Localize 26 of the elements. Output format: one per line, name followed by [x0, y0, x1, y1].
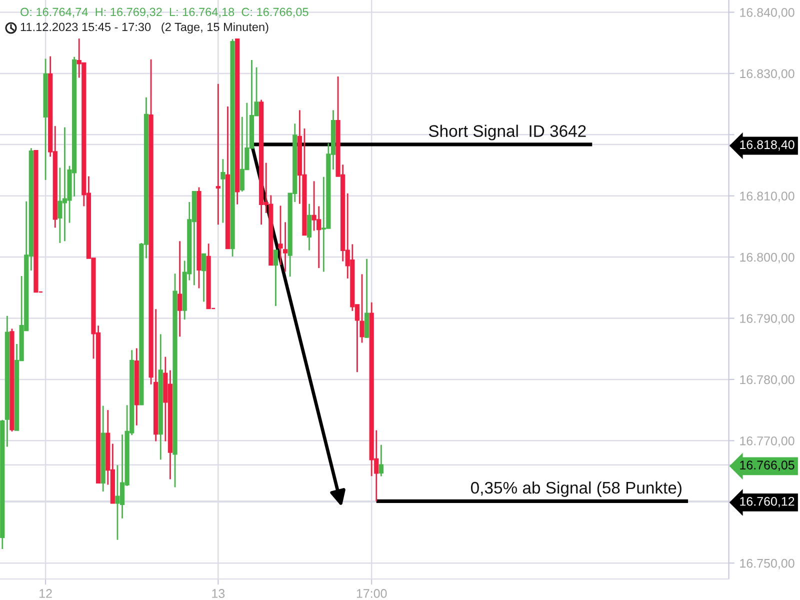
candlestick: [201, 253, 206, 302]
candlestick: [220, 158, 226, 224]
x-tick-label: 13: [212, 589, 225, 598]
candlestick: [216, 83, 220, 226]
y-tick-label: 16.840,00: [740, 8, 794, 18]
candlestick: [273, 249, 278, 307]
y-tick-label: 16.810,00: [740, 192, 794, 202]
text: O: 16.764,74 H: 16.769,32 L: 16.764,18 C: 16.766,05: [20, 8, 308, 18]
candlestick: [306, 203, 312, 252]
y-tick-label: 16.766,05: [740, 460, 794, 471]
text: 11.12.2023 15:45 - 17:30 (2 Tage, 15 Minuten): [20, 22, 268, 34]
y-tick-label: 16.800,00: [740, 252, 794, 264]
y-tick-label: 16.750,00: [740, 558, 794, 570]
candlestick: [378, 444, 384, 477]
y-tick-label: 16.770,00: [740, 436, 794, 447]
y-tick-label: 16.790,00: [740, 314, 794, 324]
candlestick: [364, 258, 370, 339]
x-tick-label: 12: [40, 589, 52, 598]
y-tick-label: 16.830,00: [740, 69, 794, 80]
y-tick-label: 16.780,00: [740, 375, 794, 386]
candlestick: [178, 240, 182, 338]
annotation: 0,35% ab Signal (58 Punkte): [470, 481, 682, 497]
x-tick-label: 17:00: [356, 589, 387, 598]
annotation: Short Signal ID 3642: [428, 124, 586, 140]
y-tick-label: 16.818,40: [740, 140, 794, 151]
y-tick-label: 16.760,12: [740, 496, 794, 508]
